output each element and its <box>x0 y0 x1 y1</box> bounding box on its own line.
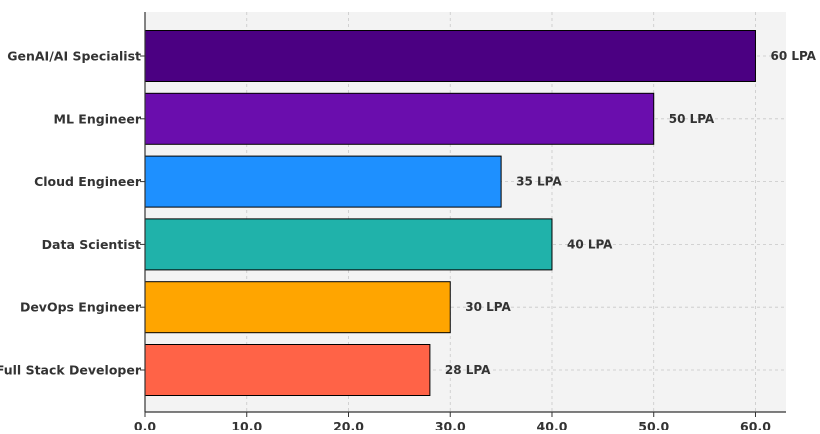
bar <box>144 155 502 208</box>
x-tick-label: 20.0 <box>333 419 364 430</box>
x-tick-label: 0.0 <box>134 419 156 430</box>
x-tick-label: 30.0 <box>435 419 466 430</box>
bar <box>144 344 431 396</box>
bar <box>144 218 553 271</box>
x-tick-label: 50.0 <box>638 419 669 430</box>
x-tick-label: 40.0 <box>537 419 568 430</box>
x-tick-label: 10.0 <box>231 419 262 430</box>
data-label: 60 LPA <box>770 49 816 63</box>
category-label: Data Scientist <box>42 237 141 252</box>
category-label: DevOps Engineer <box>20 300 142 315</box>
data-label: 28 LPA <box>445 363 491 377</box>
bar <box>144 281 451 334</box>
data-label: 50 LPA <box>669 112 715 126</box>
data-label: 35 LPA <box>516 175 562 189</box>
data-label: 30 LPA <box>465 300 511 314</box>
category-label: ML Engineer <box>54 111 142 126</box>
category-label: Full Stack Developer <box>0 363 142 378</box>
bars <box>144 30 756 396</box>
axes <box>140 12 786 417</box>
x-tick-label: 60.0 <box>740 419 771 430</box>
data-label: 40 LPA <box>567 237 613 251</box>
labels: 0.0 10.0 20.0 30.0 40.0 50.0 60.0 GenAI/AI Spec… <box>0 49 817 434</box>
bar <box>144 30 756 82</box>
bar <box>144 92 655 145</box>
category-label: Cloud Engineer <box>34 174 142 189</box>
category-label: GenAI/AI Specialist <box>7 49 141 64</box>
